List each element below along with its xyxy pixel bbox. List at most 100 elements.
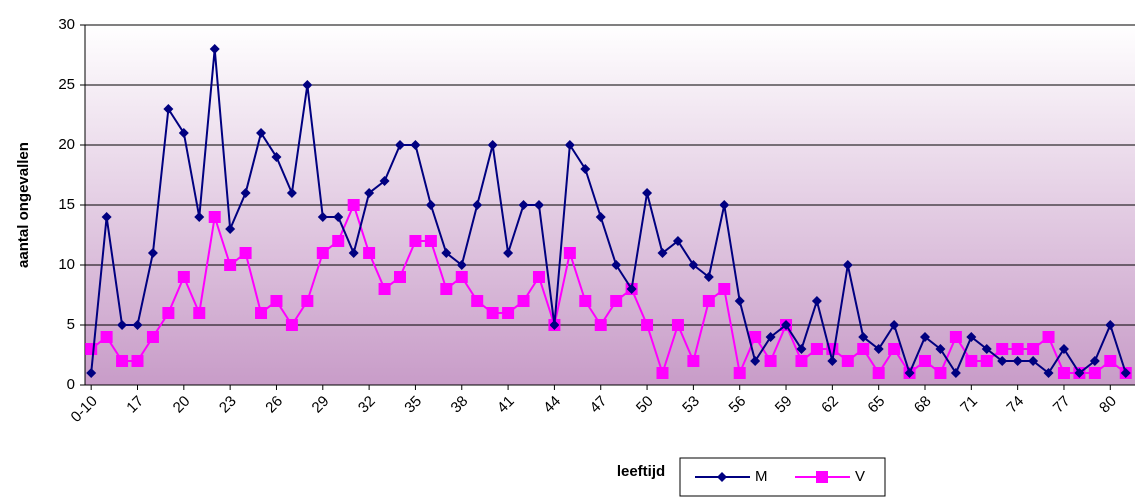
diamond-marker [194, 212, 205, 222]
x-tick-label: 74 [1003, 393, 1027, 417]
y-axis-label: aantal ongevallen [15, 142, 32, 268]
diamond-marker [209, 44, 220, 54]
square-marker [270, 295, 283, 307]
square-marker [563, 247, 576, 259]
diamond-marker [688, 260, 699, 270]
square-marker [131, 355, 144, 367]
square-marker [532, 271, 545, 283]
square-marker [888, 343, 901, 355]
diamond-marker [842, 260, 853, 270]
square-marker [239, 247, 252, 259]
y-tick-label: 15 [58, 196, 75, 213]
diamond-marker [719, 200, 730, 210]
square-marker [85, 343, 98, 355]
square-marker [965, 355, 978, 367]
square-marker [934, 367, 947, 379]
square-marker [718, 283, 731, 295]
x-tick-label: 0-10 [68, 393, 101, 426]
square-marker [116, 355, 129, 367]
square-marker [502, 307, 515, 319]
square-marker [1104, 355, 1117, 367]
square-marker [517, 295, 530, 307]
square-marker [255, 307, 268, 319]
square-marker [208, 211, 221, 223]
diamond-marker [549, 320, 560, 330]
square-marker [841, 355, 854, 367]
x-tick-label: 50 [633, 393, 657, 417]
x-tick-label: 17 [123, 393, 147, 417]
diamond-marker [1089, 356, 1100, 366]
diamond-marker [86, 368, 97, 378]
diamond-marker [827, 356, 838, 366]
square-marker [857, 343, 870, 355]
square-marker [100, 331, 113, 343]
diamond-marker [132, 320, 143, 330]
x-tick-label: 47 [587, 393, 611, 417]
diamond-marker [920, 332, 930, 342]
diamond-marker [348, 248, 359, 258]
diamond-marker [950, 368, 961, 378]
diamond-marker [364, 188, 375, 198]
square-marker [919, 355, 931, 367]
square-marker [1011, 343, 1024, 355]
diamond-marker [642, 188, 653, 198]
diamond-marker [1012, 356, 1023, 366]
diamond-marker [286, 188, 297, 198]
diamond-marker [441, 248, 452, 258]
square-marker [610, 295, 623, 307]
x-tick-label: 77 [1050, 393, 1074, 417]
diamond-marker [765, 332, 776, 342]
square-marker [193, 307, 206, 319]
diamond-marker [147, 248, 158, 258]
square-marker [316, 247, 329, 259]
square-marker [146, 331, 159, 343]
square-marker [177, 271, 190, 283]
square-marker [224, 259, 237, 271]
square-marker [795, 355, 808, 367]
square-marker [996, 343, 1009, 355]
diamond-marker [796, 344, 807, 354]
square-marker [1027, 343, 1040, 355]
square-marker [702, 295, 715, 307]
square-marker [1088, 367, 1101, 379]
diamond-marker [503, 248, 514, 258]
y-tick-label: 30 [58, 16, 75, 33]
x-tick-label: 26 [262, 393, 286, 417]
square-marker [656, 367, 669, 379]
x-tick-label: 62 [818, 393, 842, 417]
legend-label: V [855, 468, 865, 485]
diamond-marker [487, 140, 498, 150]
diamond-marker [873, 344, 884, 354]
square-marker [579, 295, 592, 307]
diamond-marker [564, 140, 575, 150]
diamond-marker [657, 248, 668, 258]
series-line [90, 48, 1127, 376]
diamond-marker [1028, 356, 1039, 366]
diamond-marker [781, 320, 792, 330]
diamond-marker [472, 200, 483, 210]
diamond-marker [966, 332, 977, 342]
diamond-marker [595, 212, 606, 222]
square-marker [347, 199, 360, 211]
diamond-marker [611, 260, 622, 270]
square-marker [440, 283, 453, 295]
x-tick-label: 41 [494, 393, 518, 417]
diamond-marker [750, 356, 761, 366]
square-marker [486, 307, 499, 319]
square-marker [378, 283, 391, 295]
y-tick-label: 0 [67, 376, 75, 393]
y-tick-label: 20 [58, 136, 75, 153]
x-tick-label: 53 [679, 393, 703, 417]
diamond-marker [533, 200, 544, 210]
x-tick-label: 20 [170, 393, 194, 417]
diamond-marker [935, 344, 946, 354]
diamond-marker [703, 272, 714, 282]
square-marker [301, 295, 314, 307]
diamond-marker [1120, 368, 1131, 378]
x-tick-label: 68 [911, 393, 935, 417]
diamond-marker [225, 224, 236, 234]
diamond-marker [1105, 320, 1116, 330]
diamond-marker [811, 296, 822, 306]
square-marker [641, 319, 654, 331]
diamond-marker [425, 200, 436, 210]
